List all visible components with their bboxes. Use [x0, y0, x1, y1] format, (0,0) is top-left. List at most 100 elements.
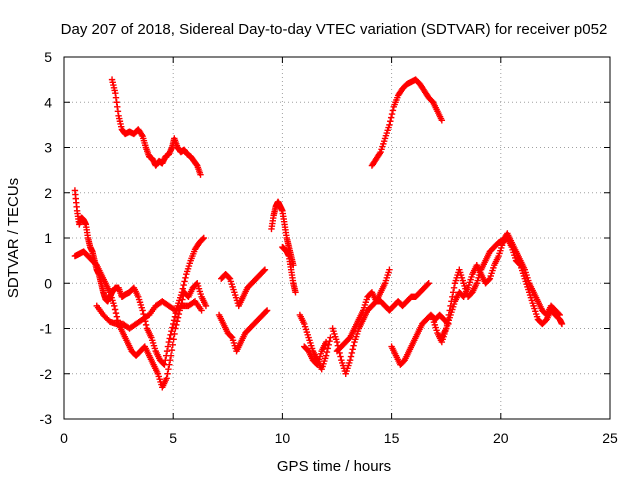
x-axis-label: GPS time / hours — [277, 458, 391, 475]
series-track-1 — [71, 187, 207, 368]
data-point — [166, 356, 174, 364]
axes: 0 5 10 15 20 25 -3 -2 -1 0 1 2 3 4 5 — [40, 49, 618, 446]
x-tick-label: 10 — [275, 430, 291, 446]
data-point — [347, 353, 355, 360]
data-point — [438, 117, 446, 124]
data-point — [326, 337, 333, 345]
data-point — [202, 302, 210, 310]
x-tick-label: 25 — [602, 430, 618, 446]
data-point — [337, 353, 344, 360]
data-points — [71, 76, 566, 391]
data-point — [198, 307, 205, 314]
y-tick-label: -1 — [40, 321, 53, 337]
series-upper-arc-b — [368, 76, 446, 169]
data-point — [446, 307, 453, 314]
data-point — [445, 311, 453, 319]
data-point — [292, 289, 299, 296]
x-tick-label: 0 — [60, 430, 68, 446]
data-point — [485, 276, 493, 283]
data-point — [324, 345, 332, 352]
data-point — [168, 347, 176, 354]
data-point — [387, 114, 395, 121]
data-point — [170, 336, 177, 343]
data-point — [425, 280, 432, 287]
data-point — [170, 317, 178, 324]
data-point — [179, 296, 186, 303]
data-point — [167, 352, 175, 359]
data-point — [181, 278, 188, 285]
data-point — [556, 311, 563, 319]
data-point — [263, 307, 271, 314]
series-track-2 — [71, 248, 210, 391]
data-point — [443, 325, 450, 332]
data-point — [444, 316, 452, 323]
data-point — [386, 121, 393, 129]
data-point — [111, 306, 119, 313]
data-point — [180, 281, 187, 289]
x-tick-label: 20 — [493, 430, 509, 446]
data-point — [139, 307, 146, 314]
data-point — [170, 320, 177, 328]
data-point — [448, 298, 455, 305]
x-tick-label: 5 — [169, 430, 177, 446]
data-point — [388, 110, 396, 118]
data-point — [387, 118, 394, 125]
data-point — [346, 356, 354, 364]
data-point — [323, 348, 331, 356]
data-point — [163, 375, 170, 382]
data-point — [171, 330, 178, 338]
y-tick-label: 4 — [44, 94, 52, 110]
series-track-4 — [218, 266, 269, 310]
series-track-14 — [438, 230, 563, 341]
data-point — [171, 313, 179, 320]
data-point — [172, 325, 179, 332]
data-point — [348, 349, 356, 357]
data-point — [142, 321, 150, 329]
data-point — [169, 324, 176, 331]
data-point — [138, 131, 145, 139]
data-point — [450, 284, 458, 291]
data-point — [263, 308, 270, 315]
data-point — [349, 346, 356, 353]
data-point — [389, 107, 397, 114]
data-point — [164, 370, 171, 377]
y-tick-label: -3 — [40, 411, 53, 427]
series-upper-arc-a — [108, 76, 204, 178]
data-point — [199, 235, 207, 243]
data-point — [174, 314, 182, 321]
data-point — [166, 361, 173, 368]
data-point — [555, 310, 563, 318]
data-point — [333, 338, 341, 346]
y-tick-label: -2 — [40, 366, 53, 382]
series-track-9 — [301, 338, 330, 368]
data-point — [443, 320, 451, 328]
data-point — [260, 267, 268, 274]
data-point — [169, 341, 176, 348]
data-point — [167, 331, 174, 339]
data-point — [424, 280, 432, 288]
data-point — [163, 347, 171, 355]
data-point — [166, 335, 173, 342]
series-track-10 — [329, 280, 432, 377]
data-point — [322, 352, 330, 359]
data-point — [261, 266, 269, 273]
y-tick-label: 3 — [44, 140, 52, 156]
series-track-11 — [333, 266, 393, 355]
data-point — [376, 150, 384, 157]
data-point — [173, 321, 180, 329]
data-point — [449, 289, 457, 296]
data-point — [165, 366, 172, 373]
data-point — [350, 342, 357, 349]
data-point — [558, 320, 566, 328]
y-axis-label: SDTVAR / TECUs — [5, 178, 22, 298]
x-tick-label: 15 — [384, 430, 400, 446]
data-point — [160, 360, 167, 367]
chart-title: Day 207 of 2018, Sidereal Day-to-day VTE… — [61, 21, 608, 38]
series-track-5 — [215, 307, 271, 355]
data-point — [322, 338, 330, 346]
data-point — [113, 313, 121, 320]
y-tick-label: 2 — [44, 185, 52, 201]
y-tick-label: 1 — [44, 230, 52, 246]
data-point — [225, 274, 233, 282]
